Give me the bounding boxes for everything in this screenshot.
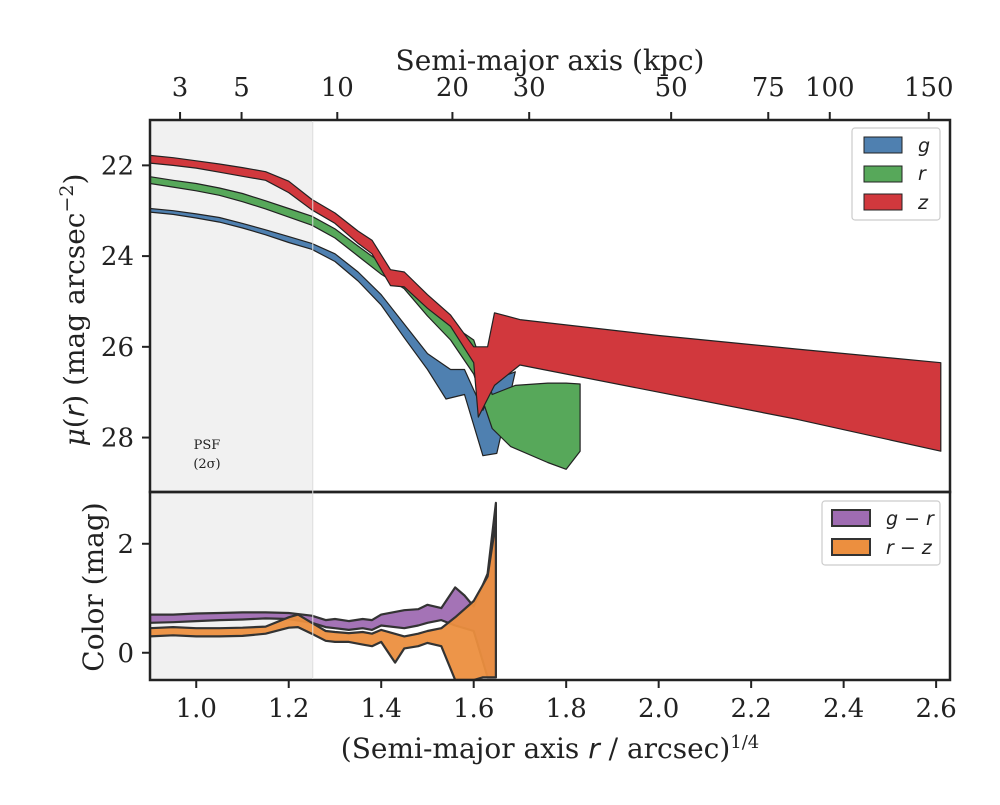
color-band-r-minus-z	[150, 520, 497, 680]
top-y-axis-title: μ(r) (mag arcsec−2)	[56, 174, 91, 447]
x-tick-label: 1.8	[546, 694, 587, 724]
psf-band	[151, 493, 313, 679]
color-series	[150, 501, 497, 680]
bottom-x-axis-title: (Semi-major axis r / arcsec)1/4	[341, 732, 759, 766]
y-tick-label: 28	[101, 424, 134, 454]
x-tick-label: 1.0	[176, 694, 217, 724]
legend-swatch-z	[863, 193, 903, 211]
legend-label-g-minus-r: g − r	[886, 508, 935, 530]
psf-label: PSF	[194, 438, 221, 453]
y-tick-label: 26	[101, 333, 134, 363]
legend-swatch-r-minus-z	[831, 538, 871, 556]
x-tick-label: 2.4	[823, 694, 864, 724]
legend-swatch-g	[863, 136, 903, 154]
surface-brightness-series	[150, 154, 942, 470]
top-x-tick-label: 100	[805, 73, 855, 103]
x-tick-label: 2.0	[638, 694, 679, 724]
psf-sigma-label: (2σ)	[193, 457, 220, 472]
top-x-tick-label: 10	[321, 73, 354, 103]
legend-label-r-minus-z: r − z	[886, 537, 933, 559]
legend-label-z: z	[917, 192, 929, 214]
psf-band	[151, 121, 313, 492]
top-x-tick-label: 30	[513, 73, 546, 103]
series-band-r	[150, 176, 581, 470]
series-band-z	[150, 154, 942, 452]
legend-label-r: r	[918, 163, 927, 185]
bottom-legend: g − r r − z	[821, 500, 941, 566]
top-x-tick-label: 150	[904, 73, 954, 103]
x-tick-label: 1.2	[268, 694, 309, 724]
top-x-tick-label: 50	[655, 73, 688, 103]
x-tick-label: 2.6	[915, 694, 956, 724]
axis-ticks: 22 24 26 28 3 5 10 20 30 50 75 100 150 0 2 1.0 1.2 1.4 1.6…	[101, 73, 957, 724]
legend-swatch-r	[863, 165, 903, 183]
y-tick-label: 22	[101, 151, 134, 181]
top-x-tick-label: 5	[233, 73, 250, 103]
legend-label-g: g	[918, 135, 930, 157]
x-tick-label: 1.4	[361, 694, 402, 724]
bottom-y-axis-title: Color (mag)	[77, 502, 110, 671]
top-x-tick-label: 20	[436, 73, 469, 103]
top-x-tick-label: 75	[752, 73, 785, 103]
bottom-panel-frame	[148, 490, 952, 682]
x-tick-label: 2.2	[730, 694, 771, 724]
x-tick-label: 1.6	[453, 694, 494, 724]
top-x-tick-label: 3	[172, 73, 189, 103]
y-tick-label: 24	[101, 242, 134, 272]
top-legend: g r z	[851, 127, 941, 221]
y-tick-label: 2	[117, 530, 134, 560]
legend-swatch-g-minus-r	[831, 509, 871, 527]
y-tick-label: 0	[117, 639, 134, 669]
top-axis-title: Semi-major axis (kpc)	[396, 44, 705, 77]
